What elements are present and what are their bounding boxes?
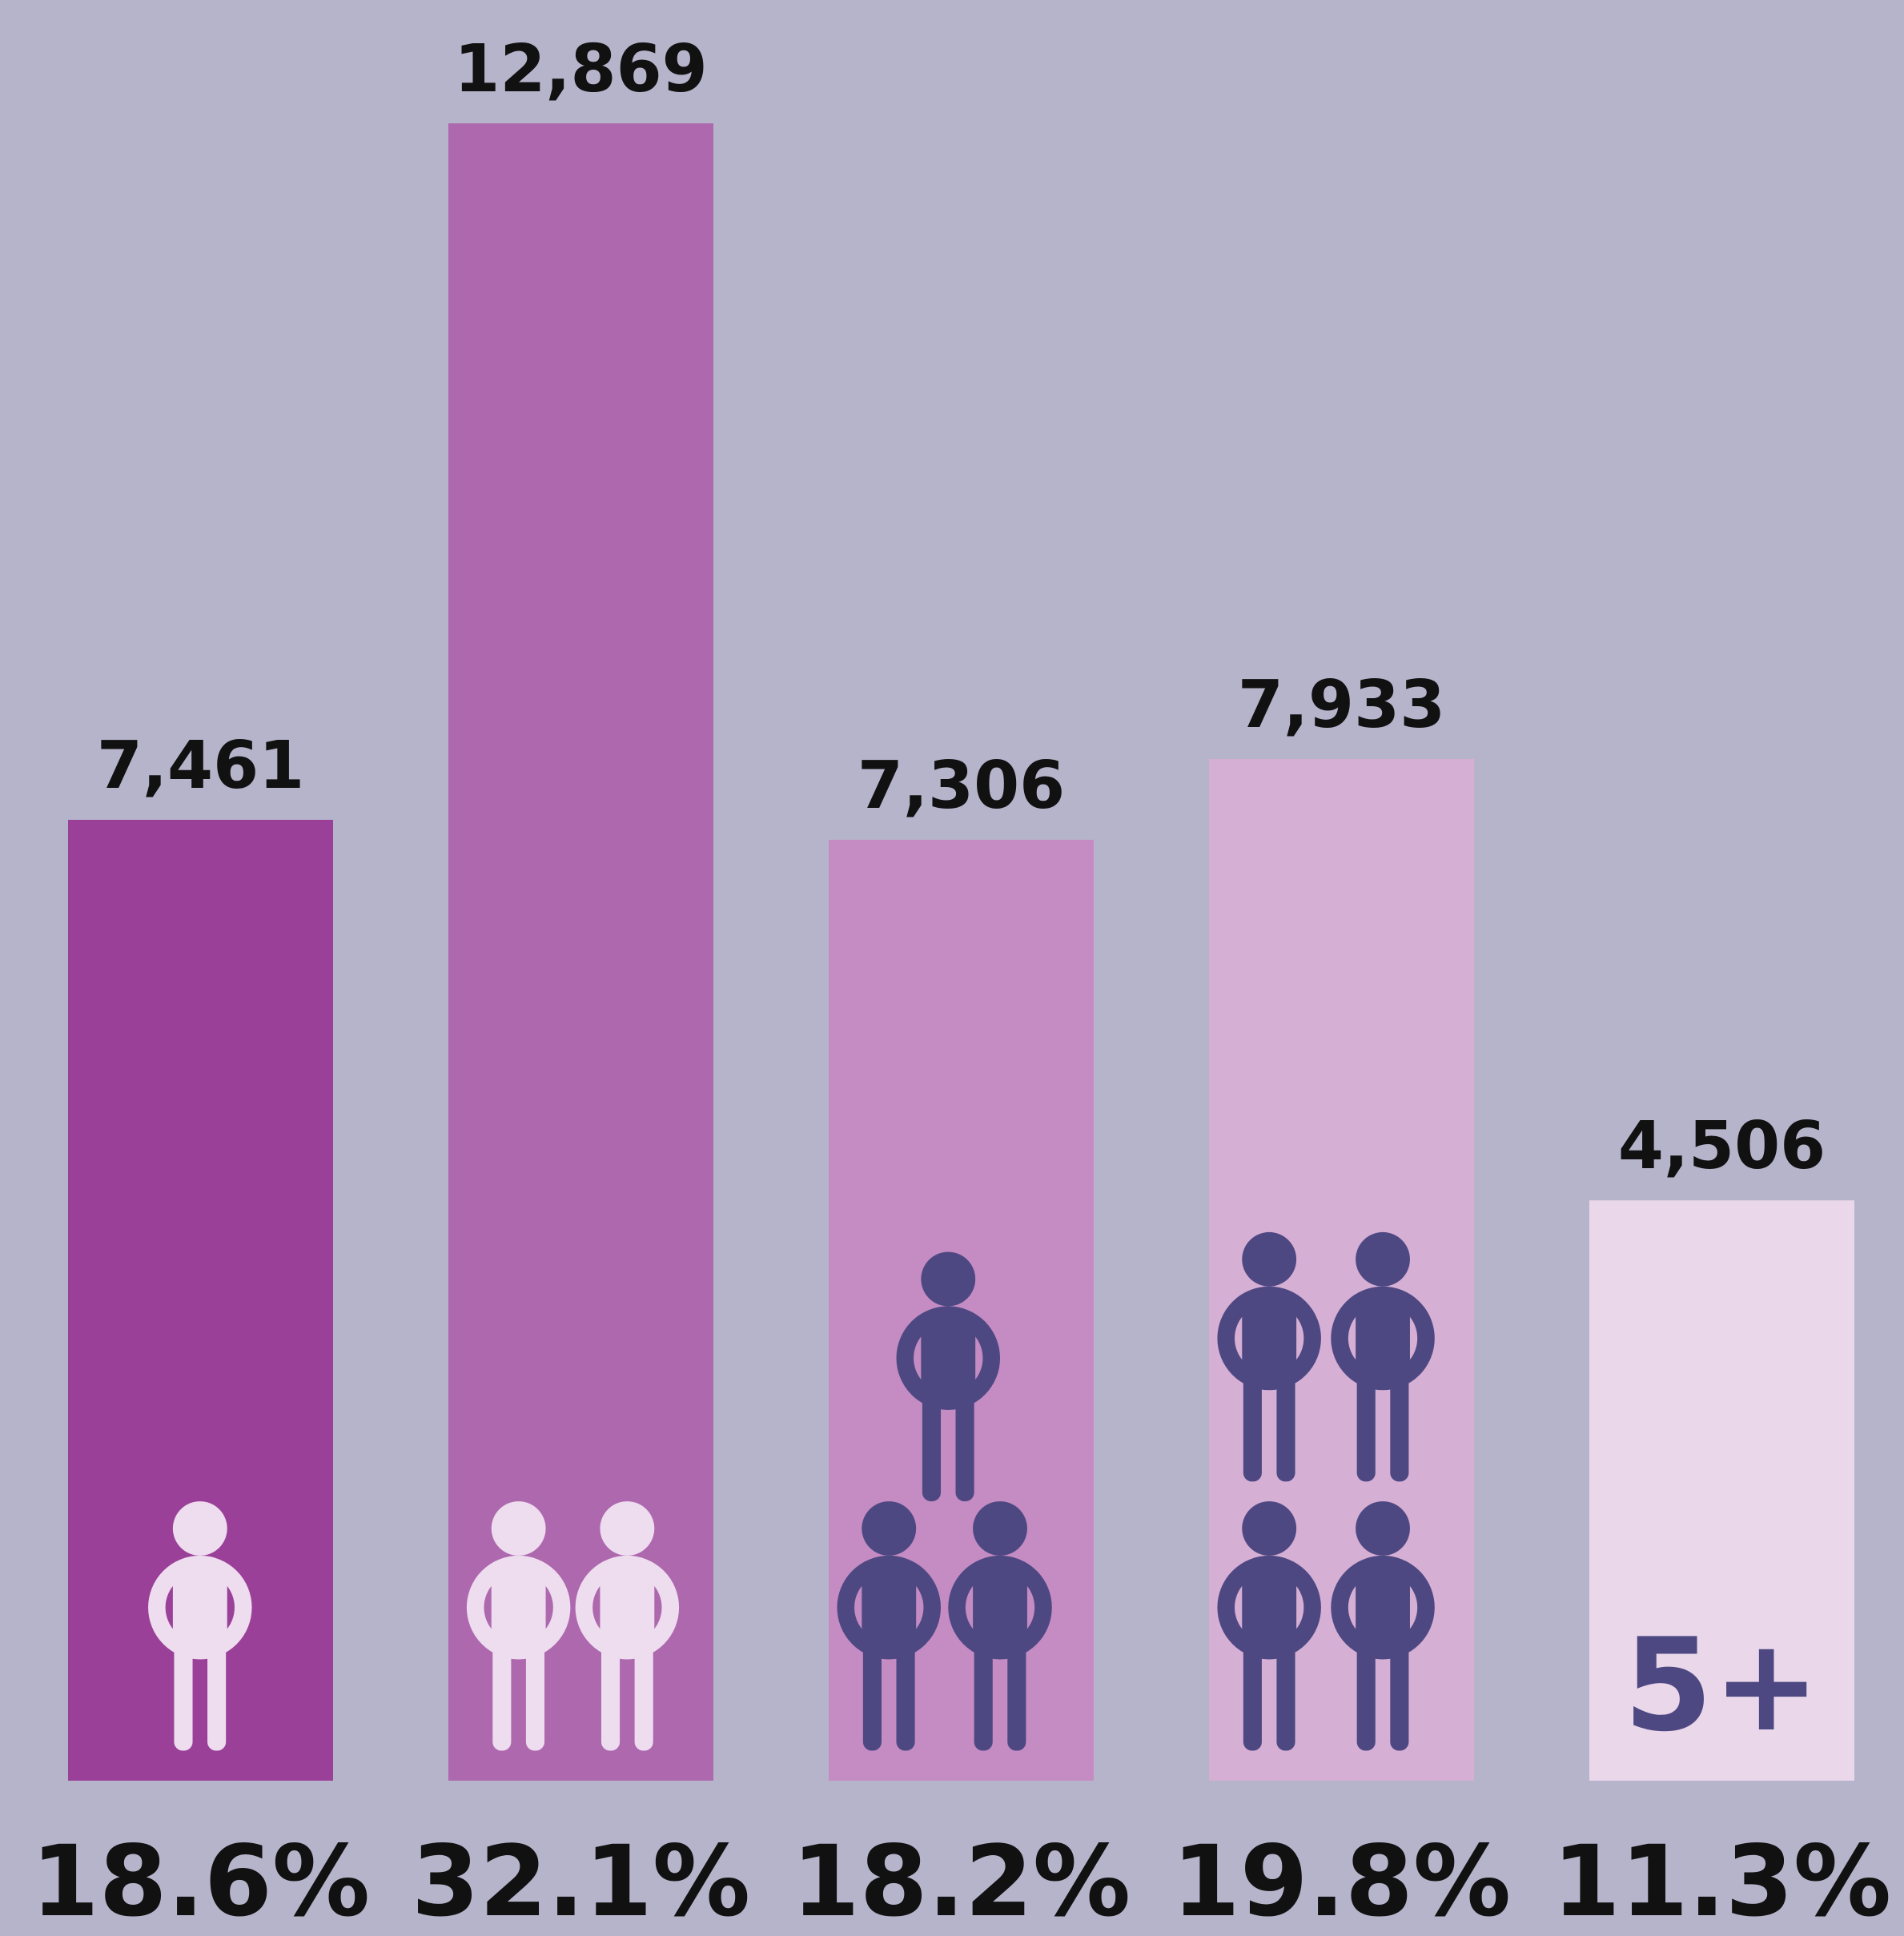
person-icon [575,1501,680,1751]
person-leg [896,1627,915,1751]
category-label: 5+ [1624,1610,1820,1760]
person-icon [1217,1501,1321,1751]
person-leg [601,1627,621,1751]
person-head [1242,1501,1297,1556]
value-label: 7,933 [1238,667,1445,743]
person-head [1242,1231,1297,1287]
person-leg [922,1377,942,1502]
person-icon [466,1501,571,1751]
person-head [172,1501,227,1556]
person-head [1356,1231,1410,1287]
percentage-label: 18.6% [31,1825,370,1936]
value-label: 7,306 [858,748,1065,824]
bar [1589,1200,1854,1781]
person-icon [1217,1231,1321,1482]
value-label: 7,461 [97,728,304,804]
person-leg [1243,1627,1262,1751]
value-label: 12,869 [454,31,707,107]
person-leg [634,1627,653,1751]
person-icon [896,1251,1001,1502]
person-icon [148,1501,252,1751]
person-leg [1243,1358,1262,1482]
person-leg [1276,1627,1295,1751]
percentage-label: 19.8% [1172,1825,1511,1936]
person-leg [174,1627,193,1751]
bar [448,123,713,1781]
person-leg [1356,1627,1376,1751]
person-icon [1331,1501,1435,1751]
person-head [1356,1501,1410,1556]
percentage-label: 32.1% [412,1825,750,1936]
person-head [491,1501,546,1556]
person-head [921,1251,976,1307]
person-icon [948,1501,1052,1751]
person-leg [974,1627,993,1751]
person-head [600,1501,655,1556]
person-leg [1276,1358,1295,1482]
person-icon [1331,1231,1435,1482]
person-leg [862,1627,882,1751]
person-leg [207,1627,227,1751]
person-leg [1390,1627,1409,1751]
person-leg [525,1627,545,1751]
person-head [862,1501,917,1556]
person-leg [955,1377,974,1502]
person-head [973,1501,1027,1556]
person-leg [1356,1358,1376,1482]
person-leg [1007,1627,1026,1751]
percentage-label: 18.2% [792,1825,1131,1936]
person-icon [837,1501,942,1751]
person-leg [492,1627,512,1751]
person-leg [1390,1358,1409,1482]
value-label: 4,506 [1618,1108,1826,1184]
percentage-label: 11.3% [1553,1825,1891,1936]
